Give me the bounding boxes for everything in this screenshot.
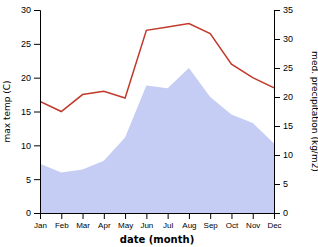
- tick: 10: [21, 141, 40, 151]
- x-axis: Jan Feb Mar Apr May Jun Jul Aug Sep Oct Nov Dec: [34, 213, 282, 230]
- tick-mark: [61, 213, 62, 219]
- tick-label: 10: [283, 150, 293, 160]
- tick-label: Aug: [182, 221, 196, 230]
- y-axis: 0 5 10 15 20 25 30: [21, 5, 41, 218]
- tick: Jul: [163, 213, 173, 230]
- tick-label: 25: [21, 39, 31, 49]
- tick: 15: [21, 107, 40, 117]
- tick-mark: [274, 213, 280, 214]
- tick-label: Jan: [34, 221, 47, 230]
- tick-mark: [125, 213, 126, 219]
- tick: May: [118, 213, 133, 230]
- tick-label: 10: [21, 141, 31, 151]
- marks: [40, 24, 274, 213]
- area: [40, 68, 274, 213]
- tick-label: Jun: [140, 221, 153, 230]
- tick-label: 20: [21, 73, 31, 83]
- tick-mark: [34, 78, 40, 79]
- tick-label: Nov: [246, 221, 260, 230]
- tick-mark: [274, 39, 280, 40]
- tick: Aug: [182, 213, 196, 230]
- tick-mark: [34, 145, 40, 146]
- chart: JanFebMarAprMayJunJulAugSepOctNovDec0510…: [0, 0, 318, 247]
- tick: 0: [274, 208, 288, 218]
- tick-label: 30: [21, 5, 31, 15]
- tick-mark: [210, 213, 211, 219]
- y-axis-title: max temp (C): [2, 80, 12, 142]
- tick-label: 35: [283, 5, 293, 15]
- tick-label: 0: [283, 208, 288, 218]
- tick: 20: [274, 92, 293, 102]
- tick-mark: [34, 10, 40, 11]
- tick-label: 5: [26, 175, 31, 185]
- tick: Mar: [76, 213, 90, 230]
- tick-label: Feb: [55, 221, 69, 230]
- tick-label: 15: [21, 107, 31, 117]
- tick-label: Dec: [267, 221, 281, 230]
- axis-line: [275, 11, 281, 214]
- tick: 10: [274, 150, 293, 160]
- tick-mark: [34, 213, 40, 214]
- tick-label: 20: [283, 92, 293, 102]
- tick-mark: [231, 213, 232, 219]
- tick-mark: [274, 126, 280, 127]
- tick: Oct: [226, 213, 239, 230]
- tick-mark: [168, 213, 169, 219]
- tick: Jun: [140, 213, 153, 230]
- tick: Feb: [55, 213, 69, 230]
- tick-label: 25: [283, 63, 293, 73]
- tick-label: Oct: [226, 221, 239, 230]
- tick-mark: [146, 213, 147, 219]
- tick: Apr: [98, 213, 111, 230]
- tick: 0: [26, 208, 40, 218]
- tick-label: Mar: [76, 221, 90, 230]
- line: [40, 24, 274, 112]
- tick: 30: [274, 34, 293, 44]
- plot: JanFebMarAprMayJunJulAugSepOctNovDec0510…: [21, 5, 293, 229]
- tick-label: 5: [283, 179, 288, 189]
- tick-mark: [34, 112, 40, 113]
- tick-mark: [34, 179, 40, 180]
- tick-label: May: [118, 221, 133, 230]
- tick-mark: [83, 213, 84, 219]
- axis-line: [41, 214, 275, 220]
- tick-mark: [274, 155, 280, 156]
- tick: 5: [274, 179, 288, 189]
- x-axis-title: date (month): [120, 234, 194, 245]
- tick-label: 0: [26, 208, 31, 218]
- tick: 25: [274, 63, 293, 73]
- tick: 15: [274, 121, 293, 131]
- tick-label: 15: [283, 121, 293, 131]
- tick: 30: [21, 5, 40, 15]
- tick-mark: [189, 213, 190, 219]
- tick: 35: [274, 5, 293, 15]
- y2-axis: 0 5 10 15 20 25 30 35: [274, 5, 293, 218]
- tick: 25: [21, 39, 40, 49]
- tick: 5: [26, 175, 40, 185]
- tick-mark: [274, 184, 280, 185]
- tick: Jan: [34, 213, 47, 230]
- tick-mark: [104, 213, 105, 219]
- tick-label: 30: [283, 34, 293, 44]
- tick: Nov: [246, 213, 260, 230]
- tick-mark: [274, 10, 280, 11]
- y2-axis-title: med. precipitation (kg/m2): [310, 51, 318, 172]
- tick: Sep: [204, 213, 219, 230]
- tick-mark: [34, 44, 40, 45]
- tick-mark: [274, 97, 280, 98]
- tick: 20: [21, 73, 40, 83]
- tick-label: Apr: [98, 221, 111, 230]
- tick-mark: [274, 68, 280, 69]
- tick-label: Sep: [204, 221, 219, 230]
- tick-label: Jul: [163, 221, 173, 230]
- tick-mark: [253, 213, 254, 219]
- tick: Dec: [267, 213, 281, 230]
- axis-line: [34, 11, 41, 214]
